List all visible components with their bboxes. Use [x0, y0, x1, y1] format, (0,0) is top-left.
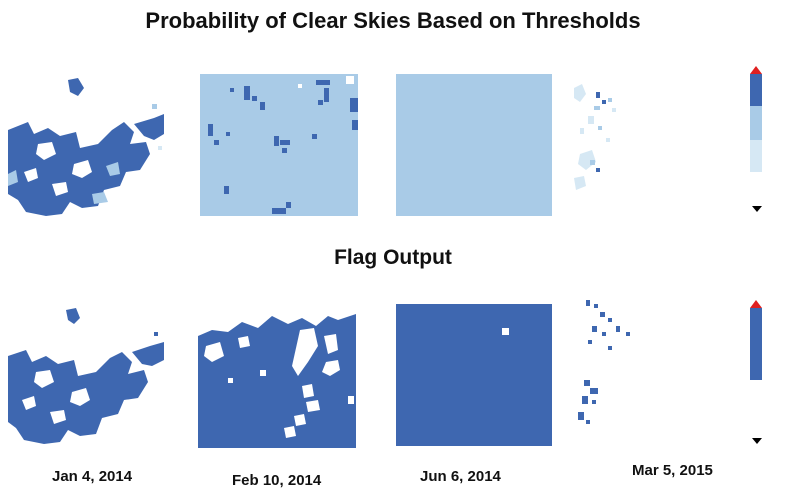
- colorbar-top-arrow-icon: [750, 66, 762, 74]
- probability-colorbar: [750, 74, 762, 202]
- flag-output-title: Flag Output: [334, 246, 452, 269]
- flag-mar-2015-svg: [578, 296, 734, 438]
- flag-jun-2014-svg: [396, 304, 552, 446]
- flag-map-jun-2014: [396, 296, 552, 446]
- map-jun-2014-svg: [396, 74, 552, 216]
- colorbar-segment-no-flag: [750, 380, 762, 412]
- colorbar-segment-white: [750, 172, 762, 202]
- flag-map-mar-2015: [578, 288, 734, 438]
- map-caption: [8, 298, 164, 306]
- probability-map-mar-2015: [572, 60, 728, 210]
- date-label-2: Feb 10, 2014: [232, 472, 322, 489]
- colorbar-bottom-arrow-icon: [752, 206, 762, 212]
- colorbar-segment-dark: [750, 74, 762, 106]
- map-feb-2014-svg: [200, 74, 358, 216]
- map-jan-2014-svg: [8, 74, 164, 216]
- flag-colorbar-bottom-arrow-icon: [752, 438, 762, 444]
- map-mar-2015-svg: [572, 68, 728, 210]
- map-caption: [572, 60, 728, 68]
- flag-map-jan-2014: [8, 298, 164, 448]
- map-caption: [198, 298, 356, 306]
- probability-title: Probability of Clear Skies Based on Thre…: [145, 8, 641, 33]
- map-caption: [578, 288, 734, 296]
- date-label-1: Jan 4, 2014: [52, 468, 133, 485]
- probability-map-jan-2014: [8, 66, 164, 216]
- probability-map-feb-2014: [200, 66, 358, 216]
- map-caption: [200, 66, 358, 74]
- date-label-4: Mar 5, 2015: [632, 462, 713, 479]
- probability-map-jun-2014: [396, 66, 552, 216]
- flag-feb-2014-svg: [198, 306, 356, 448]
- flag-jan-2014-svg: [8, 306, 164, 448]
- flag-colorbar: [750, 308, 762, 412]
- date-label-3: Jun 6, 2014: [420, 468, 501, 485]
- map-caption: [396, 296, 552, 304]
- map-caption: [8, 66, 164, 74]
- flag-map-feb-2014: [198, 298, 356, 448]
- colorbar-segment-pale: [750, 140, 762, 172]
- colorbar-segment-flag: [750, 308, 762, 380]
- flag-colorbar-top-arrow-icon: [750, 300, 762, 308]
- colorbar-segment-light: [750, 106, 762, 140]
- map-caption: [396, 66, 552, 74]
